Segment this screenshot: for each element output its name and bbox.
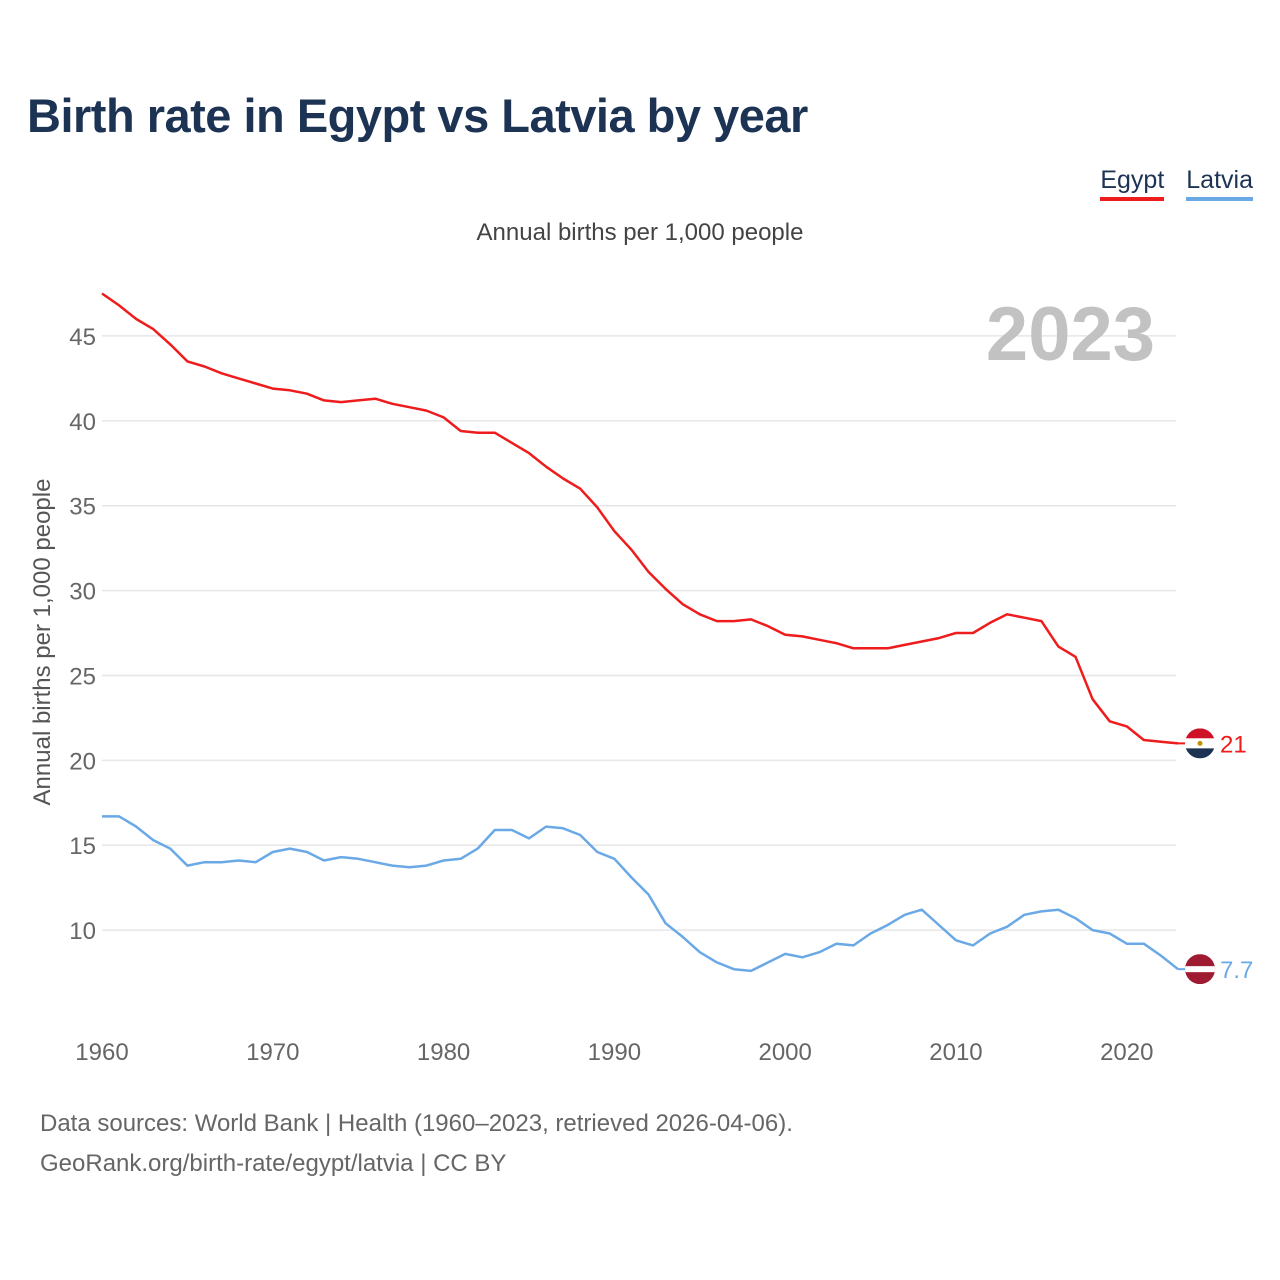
x-tick-label-1970: 1970 (246, 1039, 299, 1066)
series-line-egypt (101, 292, 1179, 745)
y-tick-label-25: 25 (69, 663, 96, 690)
y-tick-label-35: 35 (69, 494, 96, 521)
end-markers: 217.7 (1178, 728, 1253, 985)
x-tick-label-1990: 1990 (588, 1039, 641, 1066)
y-tick-label-20: 20 (69, 748, 96, 775)
series-line-latvia (102, 815, 1179, 973)
footer: Data sources: World Bank | Health (1960–… (40, 1104, 793, 1184)
x-tick-label-1960: 1960 (75, 1039, 128, 1066)
chart-title: Birth rate in Egypt vs Latvia by year (27, 89, 808, 142)
y-tick-label-30: 30 (69, 579, 96, 606)
legend-item-egypt[interactable]: Egypt (1100, 166, 1165, 201)
x-tick-label-2020: 2020 (1100, 1039, 1153, 1066)
chart-subtitle: Annual births per 1,000 people (477, 219, 804, 246)
y-axis-label: Annual births per 1,000 people (29, 479, 56, 806)
series-lines (101, 292, 1179, 973)
legend: Egypt Latvia (1100, 166, 1253, 201)
flag-icon-egypt (1185, 728, 1215, 759)
footer-credit: GeoRank.org/birth-rate/egypt/latvia | CC… (40, 1150, 507, 1177)
legend-item-latvia[interactable]: Latvia (1186, 166, 1253, 201)
flag-icon-latvia (1185, 954, 1215, 985)
x-tick-label-1980: 1980 (417, 1039, 470, 1066)
y-tick-label-15: 15 (69, 833, 96, 860)
y-tick-label-45: 45 (69, 324, 96, 351)
x-tick-label-2010: 2010 (929, 1039, 982, 1066)
year-watermark: 2023 (986, 292, 1155, 377)
end-label-egypt: 21 (1220, 731, 1247, 758)
line-chart: Annual births per 1,000 people 2023 10 15… (29, 219, 1253, 1066)
end-label-latvia: 7.7 (1220, 957, 1253, 984)
footer-sources: Data sources: World Bank | Health (1960–… (40, 1110, 793, 1137)
y-axis-ticks: 10 15 20 25 30 35 40 45 (69, 324, 96, 945)
x-axis-ticks: 1960 1970 1980 1990 2000 2010 2020 (75, 1039, 1153, 1066)
y-tick-label-10: 10 (69, 918, 96, 945)
grid-lines (102, 335, 1176, 931)
x-tick-label-2000: 2000 (758, 1039, 811, 1066)
y-tick-label-40: 40 (69, 409, 96, 436)
